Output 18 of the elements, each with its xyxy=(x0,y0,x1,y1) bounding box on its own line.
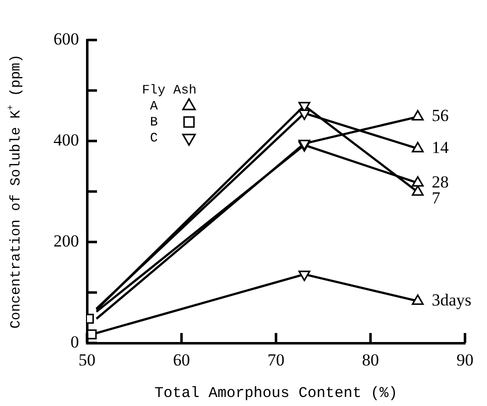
x-tick-label: 80 xyxy=(362,350,379,370)
x-tick-label: 50 xyxy=(78,350,96,370)
legend-label: B xyxy=(150,114,158,130)
y-tick-label: 600 xyxy=(54,29,79,48)
series-label: 14 xyxy=(432,138,450,158)
legend-label: A xyxy=(150,98,158,114)
y-tick-label: 0 xyxy=(70,332,79,352)
legend-title: Fly Ash xyxy=(142,82,197,98)
y-tick-label: 400 xyxy=(54,130,79,150)
y-axis-title: Concentration of Soluble K+ (ppm) xyxy=(4,54,25,329)
series-label: 56 xyxy=(432,106,449,126)
x-tick-label: 90 xyxy=(456,350,474,370)
series-label: 3days xyxy=(432,290,472,310)
y-tick-label: 200 xyxy=(54,231,79,250)
legend-label: C xyxy=(150,130,158,146)
x-axis-title: Total Amorphous Content (%) xyxy=(154,384,398,402)
x-tick-label: 70 xyxy=(268,350,284,370)
x-tick-label: 60 xyxy=(173,350,190,370)
